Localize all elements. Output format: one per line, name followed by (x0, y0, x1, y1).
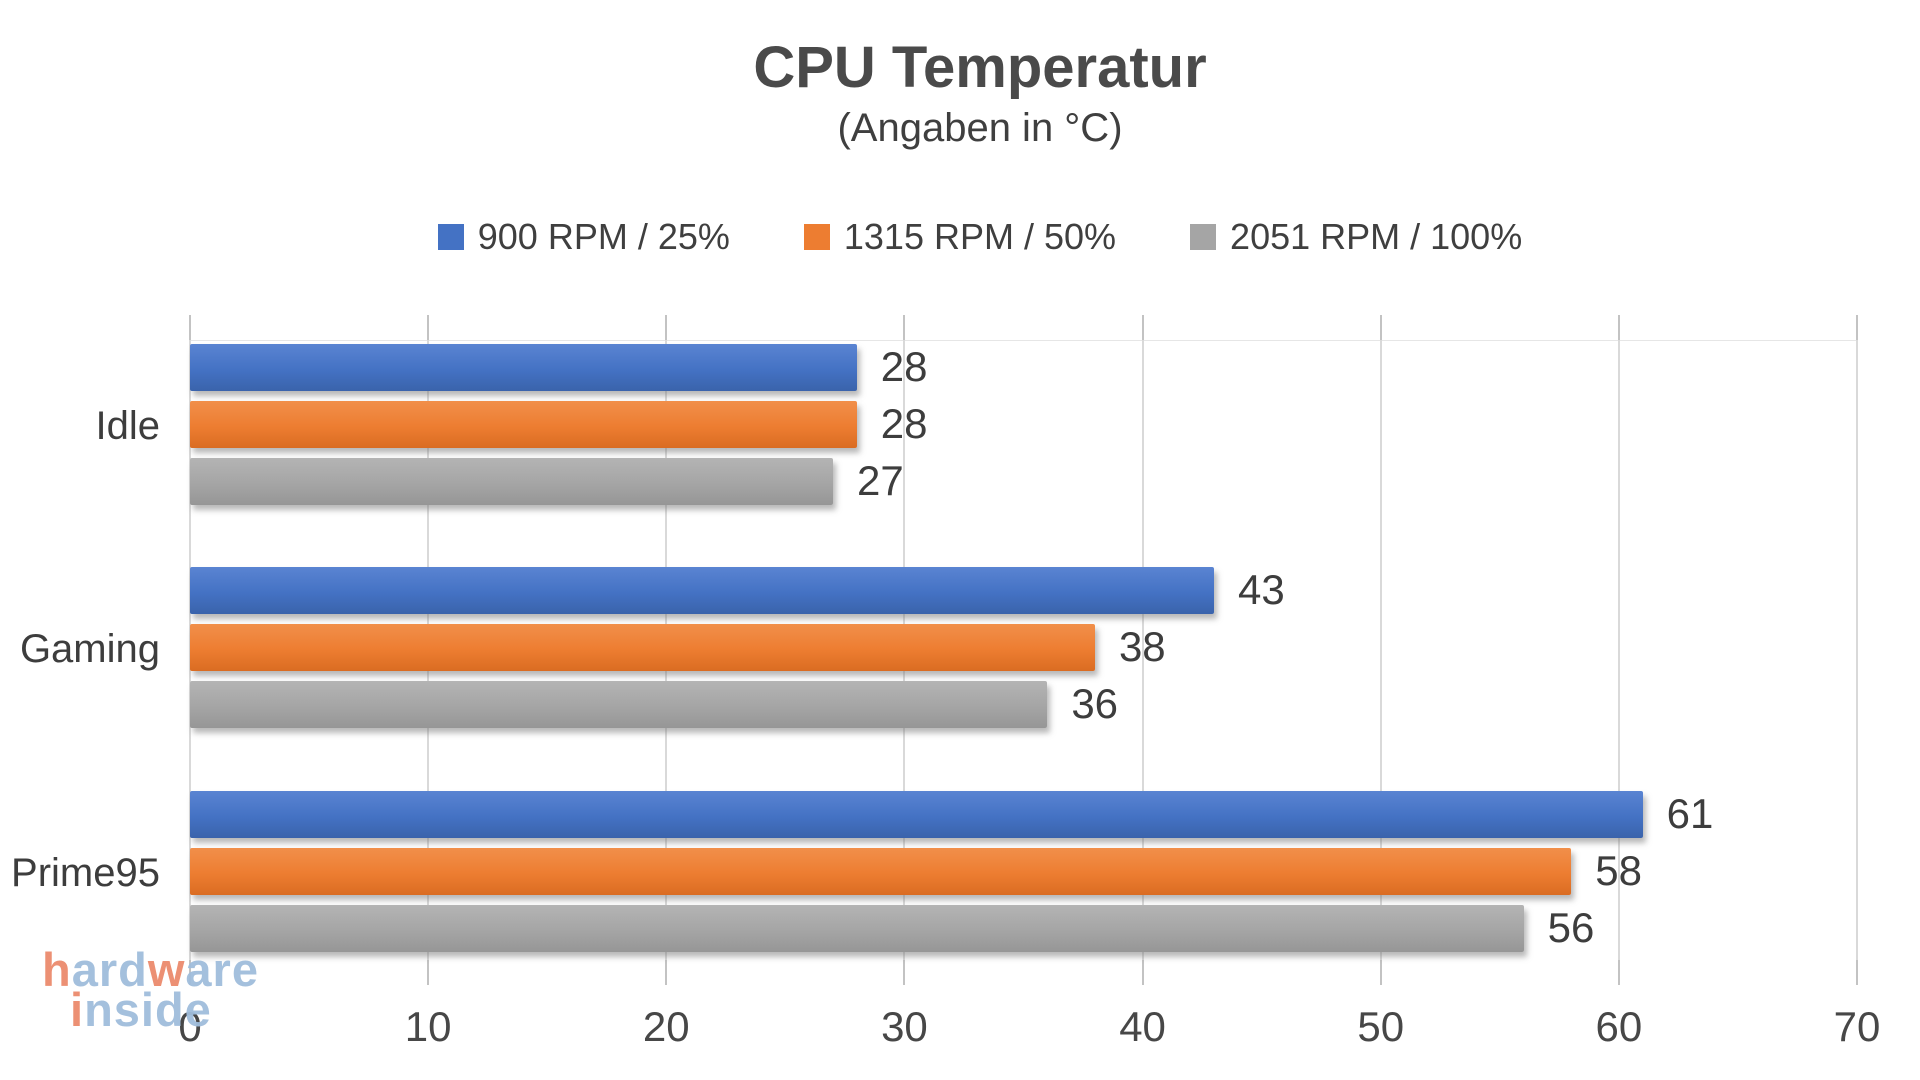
bar-value-label: 36 (1071, 680, 1119, 728)
bar-prime95-series-1 (190, 790, 1643, 838)
legend-swatch-icon (437, 224, 464, 250)
gridline (1617, 315, 1620, 985)
x-axis-tick-label: 40 (1119, 1003, 1166, 1050)
legend-item: 1315 RPM / 50% (803, 216, 1117, 258)
tick-mark-top (1379, 315, 1382, 340)
logo-letter: i (70, 983, 85, 1036)
tick-mark-bottom (1141, 960, 1144, 985)
x-axis-tick-label: 50 (1357, 1003, 1405, 1050)
legend-label: 900 RPM / 25% (477, 216, 730, 257)
chart-title: CPU Temperatur (753, 35, 1207, 100)
legend-item: 900 RPM / 25% (437, 216, 730, 258)
x-axis-tick-label: 10 (404, 1003, 452, 1050)
tick-mark-bottom (903, 960, 906, 985)
tick-mark-top (427, 315, 430, 340)
tick-mark-bottom (427, 960, 430, 985)
bar-prime95-series-3 (190, 904, 1524, 952)
bar-value-label: 38 (1118, 623, 1166, 671)
bar-gaming-series-2 (190, 624, 1095, 672)
x-axis-tick-label: 60 (1595, 1003, 1643, 1050)
category-label: Prime95 (11, 850, 160, 895)
tick-mark-top (1617, 315, 1620, 340)
x-axis-tick-label: 20 (642, 1003, 690, 1050)
legend-swatch-icon (803, 224, 830, 250)
category-label: Gaming (19, 627, 160, 672)
tick-mark-bottom (665, 960, 668, 985)
x-axis-tick-label: 30 (881, 1003, 928, 1050)
x-axis-tick-label: 70 (1833, 1003, 1881, 1050)
tick-mark-bottom (1856, 960, 1858, 985)
legend-label: 1315 RPM / 50% (843, 216, 1117, 257)
bar-idle-series-2 (190, 401, 857, 448)
bar-value-label: 28 (880, 343, 928, 390)
legend-item: 2051 RPM / 100% (1190, 216, 1522, 258)
bar-value-label: 61 (1666, 789, 1714, 837)
bar-value-label: 28 (880, 400, 928, 447)
bar-gaming-series-3 (190, 681, 1048, 729)
category-label: Idle (95, 404, 161, 449)
bar-value-label: 56 (1547, 903, 1595, 951)
bar-prime95-series-2 (190, 847, 1572, 895)
tick-mark-top (1141, 315, 1144, 340)
gridline (1141, 315, 1144, 985)
tick-mark-bottom (1379, 960, 1382, 985)
bar-idle-series-3 (190, 458, 833, 505)
bar-value-label: 43 (1238, 566, 1285, 614)
bar-value-label: 58 (1595, 846, 1642, 894)
bar-value-label: 27 (856, 457, 904, 504)
tick-mark-bottom (189, 960, 191, 985)
legend-swatch-icon (1190, 224, 1217, 250)
gridline (1379, 315, 1382, 985)
plot-area: 28 28 27 43 38 36 61 58 56 (189, 315, 1858, 985)
tick-mark-top (189, 315, 191, 340)
tick-mark-bottom (1617, 960, 1620, 985)
gridline (1856, 315, 1858, 985)
plot-top-border (190, 340, 1857, 341)
legend-label: 2051 RPM / 100% (1230, 216, 1523, 257)
x-axis-tick-label: 0 (178, 1003, 202, 1050)
tick-mark-top (1856, 315, 1858, 340)
bar-gaming-series-1 (190, 567, 1214, 615)
tick-mark-top (903, 315, 906, 340)
chart-subtitle: (Angaben in °C) (837, 106, 1123, 150)
tick-mark-top (665, 315, 668, 340)
bar-idle-series-1 (190, 344, 857, 391)
legend: 900 RPM / 25% 1315 RPM / 50% 2051 RPM / 10… (40, 216, 1920, 258)
